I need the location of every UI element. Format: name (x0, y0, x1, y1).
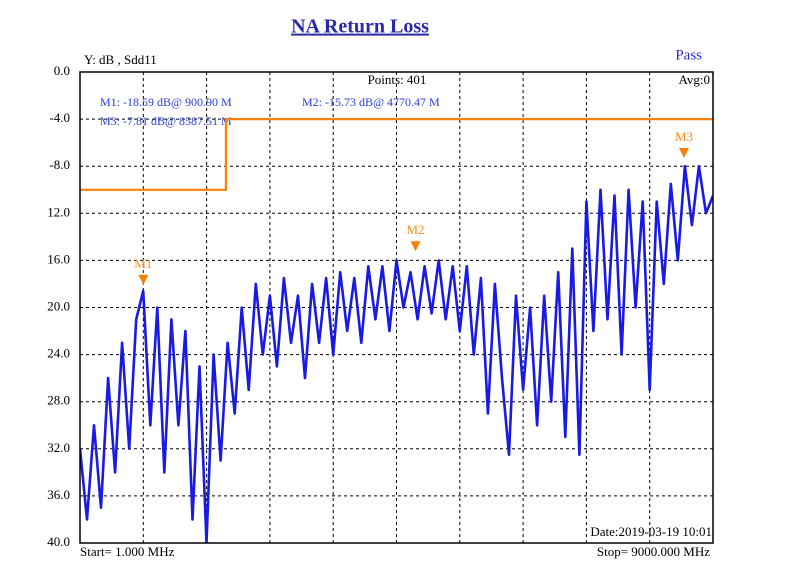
y-tick-label: 28.0 (47, 393, 70, 408)
y-tick-label: -4.0 (49, 110, 70, 125)
series-line (80, 117, 713, 191)
start-label: Start= 1.000 MHz (80, 544, 175, 559)
plot-frame (79, 71, 714, 544)
y-tick-label: 24.0 (47, 346, 70, 361)
chart-title: NA Return Loss (291, 16, 429, 38)
avg-label: Avg:0 (678, 72, 710, 87)
marker (138, 274, 149, 285)
marker-readout: M2: -15.73 dB@ 4770.47 M (302, 95, 440, 109)
marker-readout: M1: -18.59 dB@ 900.90 M (100, 95, 232, 109)
y-tick-label: 36.0 (47, 487, 70, 502)
date-label: Date:2019-03-19 10:01 (590, 524, 712, 539)
stop-label: Stop= 9000.000 MHz (597, 544, 710, 559)
y-tick-label: 16.0 (47, 251, 70, 266)
y-axis-label: Y: dB , Sdd11 (84, 52, 157, 67)
marker-readout: M3: -7.81 dB@ 8587.51 M (100, 114, 232, 128)
marker-label: M1 (134, 256, 152, 271)
y-tick-label: -8.0 (49, 157, 70, 172)
y-tick-label: 12.0 (47, 204, 70, 219)
y-tick-label: 0.0 (54, 63, 70, 78)
status: Pass (675, 47, 702, 63)
plot-area (80, 117, 713, 543)
y-tick-label: 20.0 (47, 298, 70, 313)
y-tick-label: 40.0 (47, 534, 70, 549)
marker (678, 147, 689, 158)
series-line (80, 164, 713, 543)
marker-label: M2 (406, 222, 424, 237)
marker (410, 241, 421, 252)
marker-label: M3 (675, 129, 693, 144)
y-tick-label: 32.0 (47, 440, 70, 455)
